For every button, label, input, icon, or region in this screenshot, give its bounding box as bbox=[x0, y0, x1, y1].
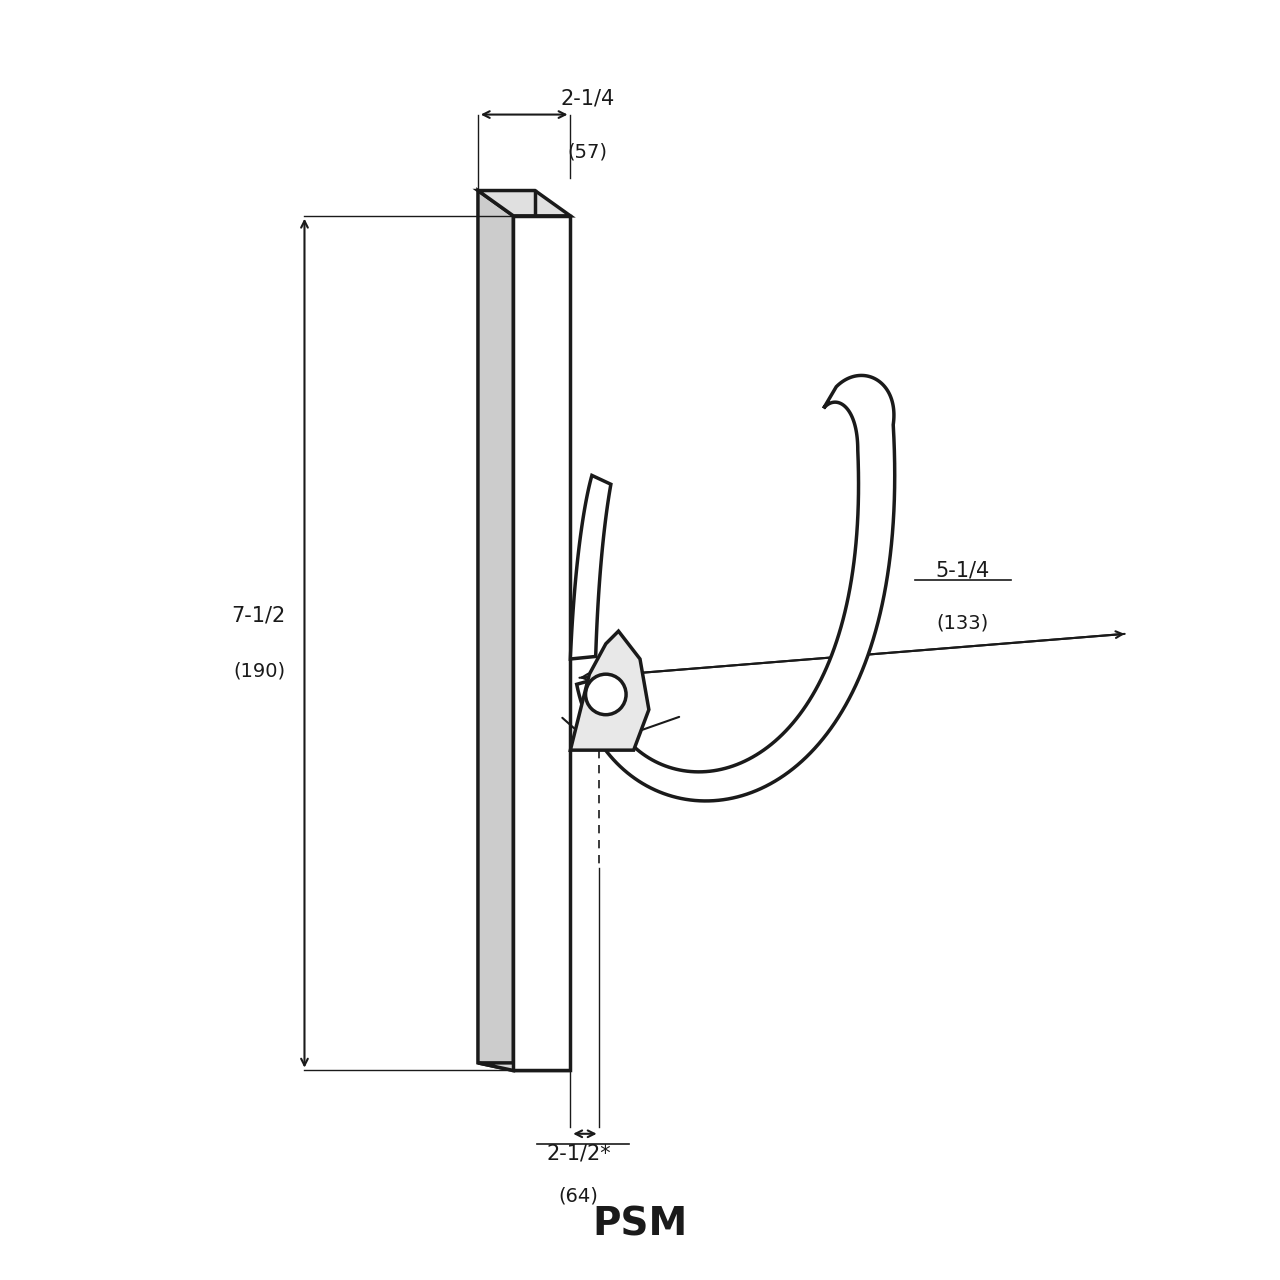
Polygon shape bbox=[577, 375, 895, 801]
Polygon shape bbox=[571, 475, 611, 659]
Text: 2-1/2*: 2-1/2* bbox=[547, 1144, 611, 1164]
Text: (64): (64) bbox=[558, 1187, 599, 1206]
Polygon shape bbox=[513, 216, 571, 1070]
Polygon shape bbox=[477, 191, 513, 1070]
Polygon shape bbox=[477, 1062, 571, 1070]
Text: (57): (57) bbox=[567, 142, 608, 161]
Circle shape bbox=[585, 675, 626, 714]
Text: PSM: PSM bbox=[593, 1206, 687, 1244]
Text: 7-1/2: 7-1/2 bbox=[232, 605, 285, 626]
Text: 2-1/4: 2-1/4 bbox=[561, 88, 614, 109]
Text: (190): (190) bbox=[233, 662, 285, 681]
Polygon shape bbox=[571, 631, 649, 750]
Polygon shape bbox=[477, 191, 571, 216]
Text: 5-1/4: 5-1/4 bbox=[936, 561, 989, 581]
Text: (133): (133) bbox=[937, 613, 989, 632]
